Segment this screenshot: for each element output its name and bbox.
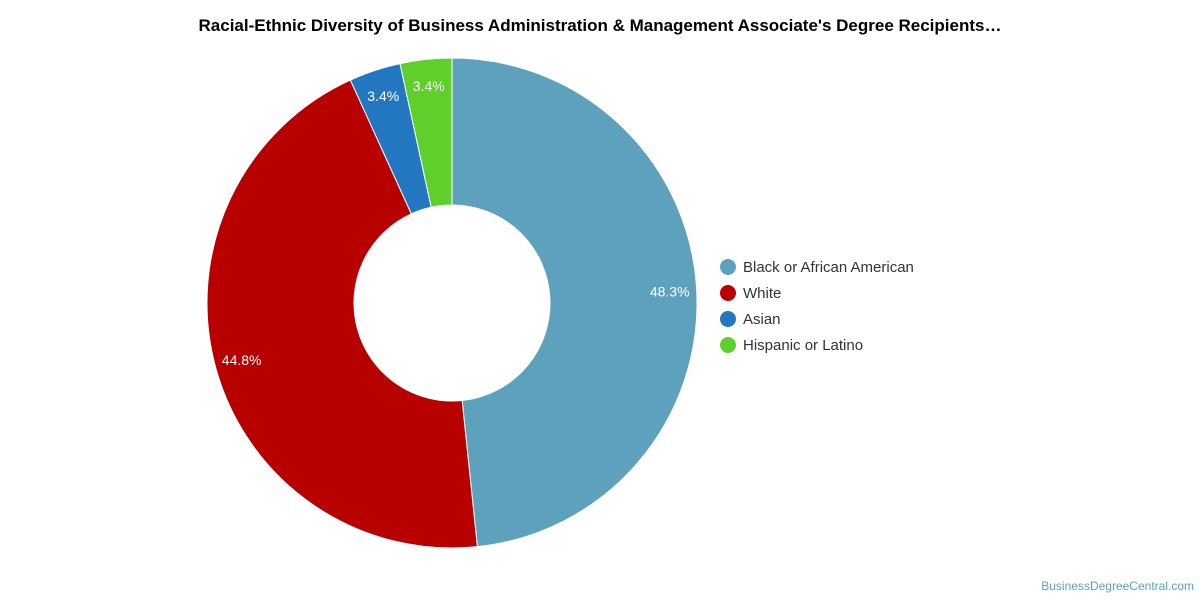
legend-item-white[interactable]: White <box>720 280 914 306</box>
legend-swatch-icon <box>720 285 736 301</box>
slice-value-label: 44.8% <box>222 352 262 368</box>
donut-slice-hispanic-or-latino[interactable] <box>399 57 453 208</box>
legend-swatch-icon <box>720 337 736 353</box>
slice-value-label: 3.4% <box>413 78 445 94</box>
legend-item-black-or-african-american[interactable]: Black or African American <box>720 254 914 280</box>
donut-slice-white[interactable] <box>206 79 478 549</box>
legend-item-hispanic-or-latino[interactable]: Hispanic or Latino <box>720 332 914 358</box>
slice-value-label: 3.4% <box>367 88 399 104</box>
legend: Black or African American White Asian Hi… <box>720 254 914 358</box>
legend-label: Asian <box>743 310 781 328</box>
legend-swatch-icon <box>720 259 736 275</box>
donut-slice-black-or-african-american[interactable] <box>451 57 698 548</box>
source-credit[interactable]: BusinessDegreeCentral.com <box>1041 579 1194 593</box>
legend-label: White <box>743 284 782 302</box>
legend-item-asian[interactable]: Asian <box>720 306 914 332</box>
legend-label: Hispanic or Latino <box>743 336 864 354</box>
chart-title: Racial-Ethnic Diversity of Business Admi… <box>198 16 1002 35</box>
legend-label: Black or African American <box>743 258 914 276</box>
slice-value-label: 48.3% <box>650 284 690 300</box>
legend-swatch-icon <box>720 311 736 327</box>
